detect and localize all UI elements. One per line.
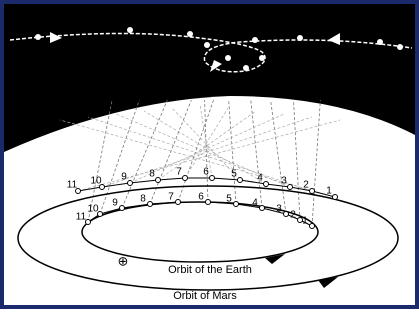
mars-point bbox=[238, 178, 243, 183]
mars-point bbox=[310, 189, 315, 194]
mars-position-label: 2 bbox=[303, 180, 309, 191]
mars-position-label: 8 bbox=[149, 169, 155, 180]
page: 12345678910111234567891011 ⊕ Orbit of th… bbox=[0, 0, 419, 309]
mars-point bbox=[288, 185, 293, 190]
mars-position-label: 9 bbox=[121, 172, 127, 183]
mars-position-label: 4 bbox=[257, 173, 263, 184]
diagram: 12345678910111234567891011 ⊕ Orbit of th… bbox=[0, 0, 419, 309]
earth-point bbox=[206, 200, 211, 205]
earth-symbol: ⊕ bbox=[118, 253, 129, 268]
mars-point bbox=[264, 182, 269, 187]
earth-position-label: 3 bbox=[276, 204, 282, 215]
mars-position-label: 7 bbox=[176, 167, 182, 178]
earth-point bbox=[284, 212, 289, 217]
earth-position-label: 4 bbox=[252, 198, 258, 209]
earth-point bbox=[260, 206, 265, 211]
earth-position-label: 1 bbox=[302, 216, 308, 227]
earth-point bbox=[120, 206, 125, 211]
mars-point bbox=[210, 176, 215, 181]
earth-point bbox=[86, 220, 91, 225]
earth-point bbox=[298, 218, 303, 223]
earth-position-label: 10 bbox=[87, 204, 99, 215]
earth-position-label: 6 bbox=[198, 192, 204, 203]
earth-position-label: 5 bbox=[226, 194, 232, 205]
earth-position-label: 9 bbox=[112, 198, 118, 209]
earth-point bbox=[148, 202, 153, 207]
earth-point bbox=[234, 202, 239, 207]
mars-position-label: 10 bbox=[90, 176, 102, 187]
earth-point bbox=[310, 224, 315, 229]
mars-point bbox=[333, 195, 338, 200]
earth-position-label: 7 bbox=[168, 192, 174, 203]
mars-position-label: 3 bbox=[281, 176, 287, 187]
mars-point bbox=[128, 181, 133, 186]
earth-orbit-label: Orbit of the Earth bbox=[168, 264, 252, 276]
earth-point bbox=[176, 200, 181, 205]
earth-position-label: 2 bbox=[290, 210, 296, 221]
mars-position-label: 5 bbox=[231, 169, 237, 180]
mars-position-label: 11 bbox=[67, 180, 78, 191]
earth-position-label: 8 bbox=[140, 194, 146, 205]
mars-orbit-label: Orbit of Mars bbox=[173, 290, 237, 302]
mars-point bbox=[156, 178, 161, 183]
mars-position-label: 6 bbox=[203, 167, 209, 178]
mars-point bbox=[183, 176, 188, 181]
earth-position-label: 11 bbox=[76, 212, 87, 223]
mars-position-label: 1 bbox=[326, 186, 332, 197]
